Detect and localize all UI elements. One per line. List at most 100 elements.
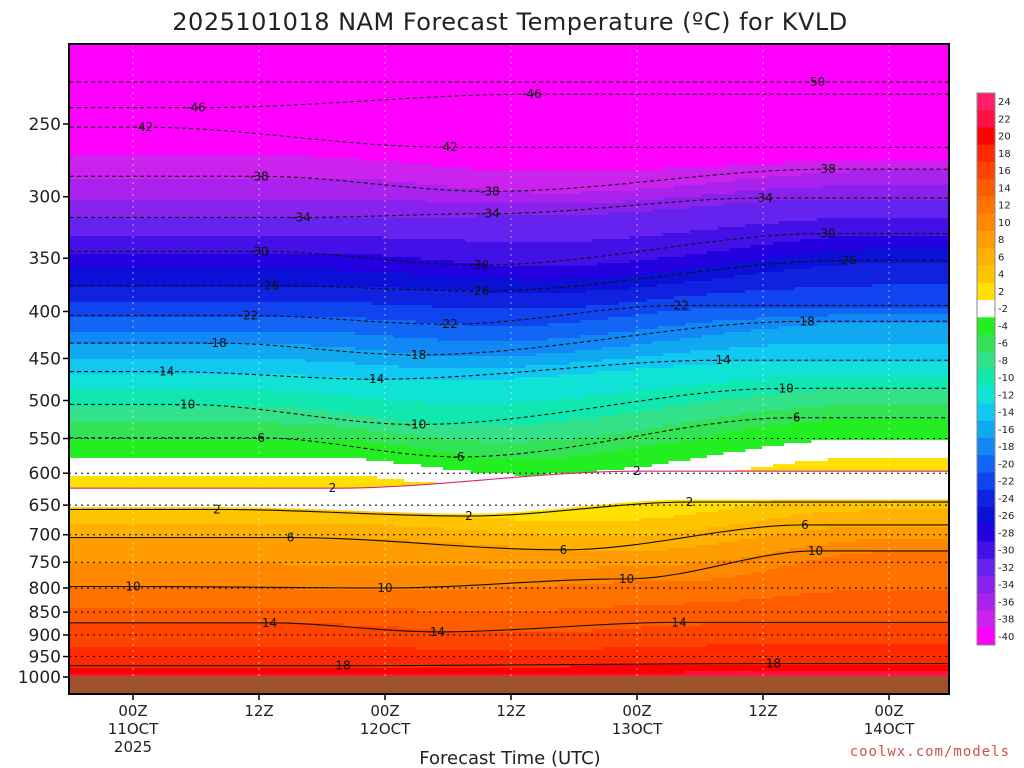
- temperature-band-cell: [619, 629, 626, 648]
- temperature-band-cell: [179, 407, 186, 423]
- temperature-band-cell: [278, 317, 285, 333]
- temperature-band-cell: [300, 254, 307, 270]
- temperature-band-cell: [195, 668, 202, 675]
- temperature-band-cell: [756, 503, 763, 522]
- temperature-band-cell: [795, 287, 802, 309]
- temperature-band-cell: [580, 491, 587, 522]
- temperature-band-cell: [349, 272, 356, 288]
- temperature-band-cell: [795, 392, 802, 408]
- temperature-band-cell: [751, 671, 758, 681]
- temperature-band-cell: [553, 569, 560, 588]
- temperature-band-cell: [503, 266, 510, 279]
- temperature-band-cell: [679, 533, 686, 549]
- temperature-band-cell: [261, 200, 268, 219]
- temperature-band-cell: [828, 44, 835, 162]
- temperature-band-cell: [294, 440, 301, 459]
- temperature-band-cell: [91, 218, 98, 237]
- temperature-band-cell: [635, 521, 642, 537]
- temperature-band-cell: [184, 236, 191, 255]
- temperature-band-cell: [487, 266, 494, 279]
- temperature-band-cell: [817, 200, 824, 219]
- temperature-band-cell: [718, 644, 725, 666]
- temperature-band-cell: [102, 155, 109, 180]
- temperature-band-cell: [228, 440, 235, 459]
- temperature-band-cell: [217, 389, 224, 408]
- temperature-band-cell: [547, 281, 554, 294]
- temperature-band-cell: [657, 518, 664, 534]
- temperature-band-cell: [894, 419, 901, 441]
- temperature-band-cell: [305, 425, 312, 441]
- temperature-band-cell: [806, 287, 813, 309]
- temperature-band-cell: [635, 392, 642, 414]
- temperature-band-cell: [85, 344, 92, 360]
- temperature-band-cell: [102, 359, 109, 375]
- temperature-band-cell: [74, 374, 81, 390]
- temperature-band-cell: [553, 353, 560, 366]
- temperature-band-cell: [338, 287, 345, 303]
- temperature-band-cell: [509, 632, 516, 651]
- temperature-band-cell: [718, 383, 725, 402]
- temperature-band-cell: [800, 530, 807, 549]
- temperature-band-cell: [514, 44, 521, 171]
- temperature-band-cell: [393, 527, 400, 540]
- temperature-band-cell: [822, 161, 829, 174]
- temperature-band-cell: [415, 629, 422, 651]
- temperature-band-cell: [773, 596, 780, 624]
- temperature-band-cell: [822, 362, 829, 378]
- temperature-band-cell: [646, 581, 653, 606]
- temperature-band-cell: [740, 362, 747, 381]
- temperature-band-cell: [366, 218, 373, 237]
- temperature-band-cell: [69, 155, 76, 180]
- temperature-band-cell: [195, 563, 202, 588]
- temperature-band-cell: [547, 458, 554, 474]
- temperature-band-cell: [415, 185, 422, 201]
- temperature-band-cell: [745, 524, 752, 540]
- temperature-band-cell: [877, 284, 884, 309]
- temperature-band-cell: [118, 344, 125, 360]
- temperature-band-cell: [217, 344, 224, 360]
- temperature-band-cell: [69, 587, 76, 609]
- temperature-band-cell: [806, 560, 813, 594]
- temperature-band-cell: [459, 341, 466, 357]
- temperature-band-cell: [360, 179, 367, 201]
- temperature-band-cell: [234, 344, 241, 360]
- temperature-band-cell: [410, 368, 417, 381]
- temperature-band-cell: [377, 647, 384, 669]
- temperature-band-cell: [294, 302, 301, 318]
- temperature-band-cell: [745, 290, 752, 309]
- temperature-band-cell: [712, 665, 719, 672]
- temperature-band-cell: [839, 542, 846, 555]
- temperature-band-cell: [844, 377, 851, 390]
- temperature-band-cell: [899, 623, 906, 645]
- temperature-band-cell: [685, 626, 692, 648]
- temperature-band-cell: [734, 671, 741, 681]
- temperature-band-cell: [223, 218, 230, 237]
- temperature-band-cell: [762, 395, 769, 411]
- temperature-band-cell: [157, 302, 164, 318]
- temperature-band-cell: [927, 185, 934, 201]
- temperature-band-cell: [146, 359, 153, 375]
- temperature-band-cell: [613, 371, 620, 396]
- temperature-band-cell: [646, 236, 653, 261]
- temperature-band-cell: [360, 200, 367, 219]
- temperature-band-cell: [344, 590, 351, 609]
- temperature-band-cell: [404, 182, 411, 201]
- temperature-band-cell: [756, 44, 763, 165]
- temperature-band-cell: [168, 344, 175, 360]
- temperature-band-cell: [388, 509, 395, 525]
- temperature-band-cell: [674, 257, 681, 270]
- temperature-band-cell: [602, 203, 609, 216]
- temperature-band-cell: [80, 587, 87, 609]
- temperature-band-cell: [476, 650, 483, 669]
- temperature-band-cell: [811, 392, 818, 408]
- temperature-band-cell: [525, 548, 532, 570]
- temperature-band-cell: [602, 371, 609, 396]
- temperature-band-cell: [338, 158, 345, 180]
- temperature-band-cell: [674, 326, 681, 342]
- temperature-band-cell: [553, 203, 560, 216]
- temperature-band-cell: [278, 623, 285, 648]
- temperature-band-cell: [250, 254, 257, 270]
- temperature-band-cell: [630, 551, 637, 567]
- temperature-band-cell: [437, 275, 444, 291]
- temperature-band-cell: [586, 521, 593, 537]
